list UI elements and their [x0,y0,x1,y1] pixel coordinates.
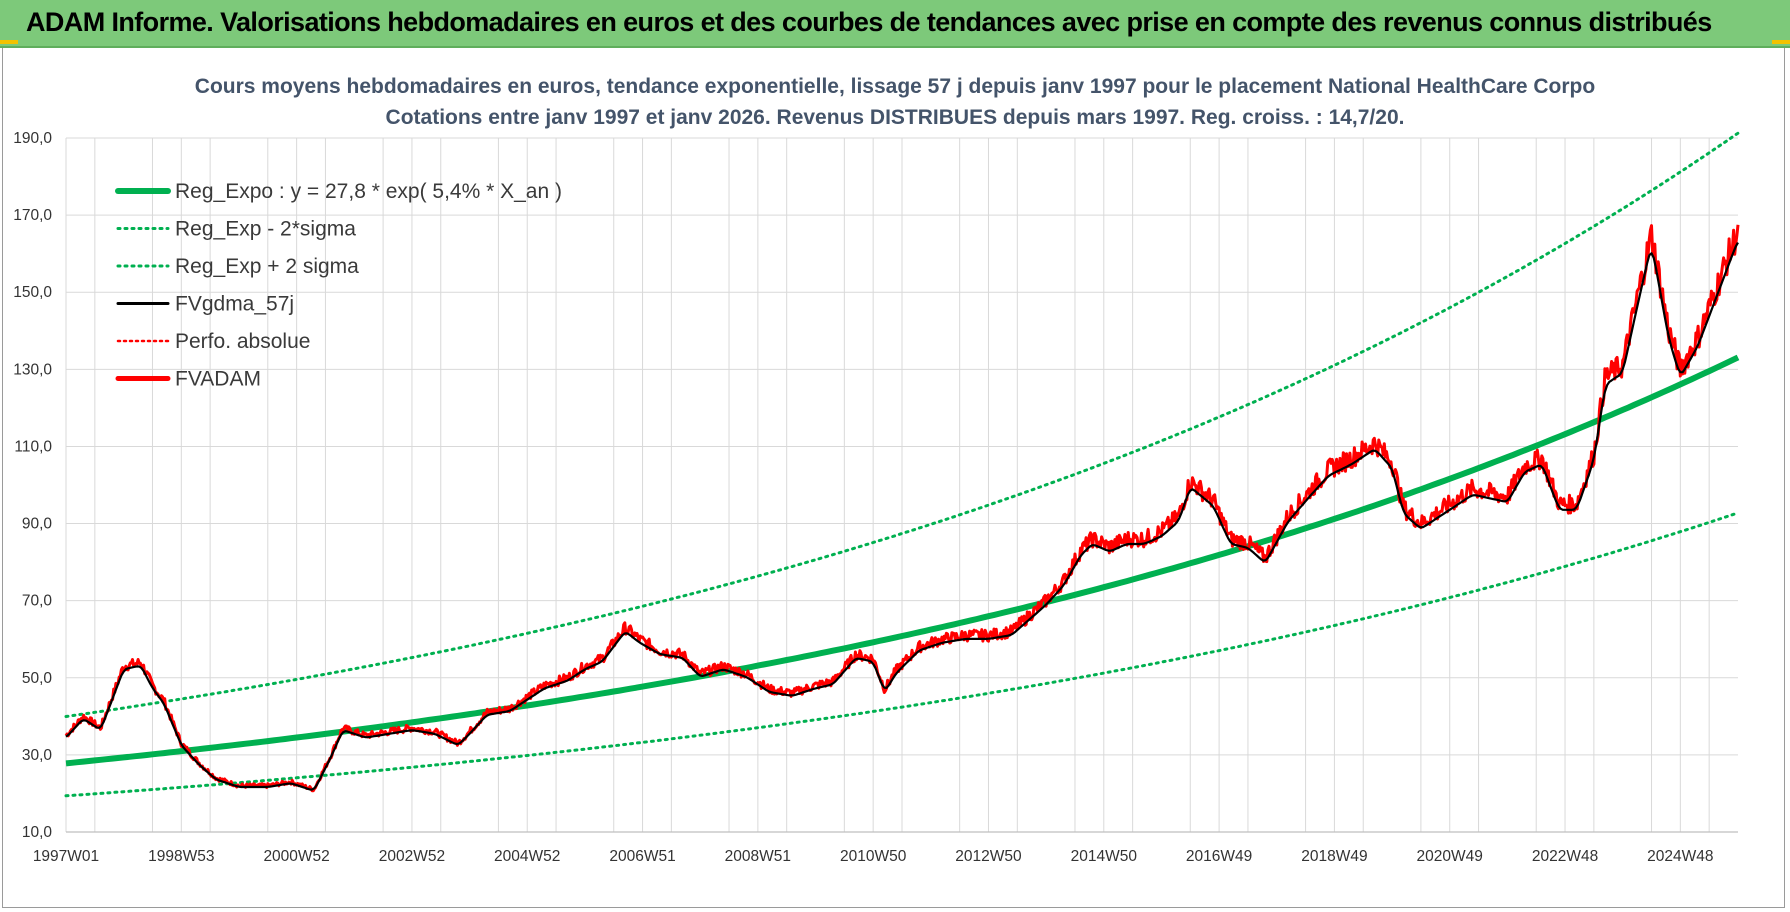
y-tick-label: 110,0 [14,438,52,455]
corner-marker-top-left [0,40,18,44]
series-reg-plus-2sigma [64,131,1740,718]
chart-title-line-1: Cours moyens hebdomadaires en euros, ten… [195,75,1595,98]
x-tick-label: 2020W49 [1417,848,1483,865]
chart-legend: Reg_Expo : y = 27,8 * exp( 5,4% * X_an )… [115,180,562,391]
x-tick-label: 2006W51 [609,848,675,865]
y-tick-label: 70,0 [22,593,53,610]
x-tick-label: 1997W01 [33,848,99,865]
x-tick-label: 1998W53 [148,848,214,865]
y-tick-label: 130,0 [13,361,52,378]
chart-grid [65,137,1738,833]
y-tick-label: 190,0 [13,130,52,147]
x-tick-label: 2008W51 [725,848,791,865]
x-tick-label: 2012W50 [955,848,1022,865]
chart-lines [64,131,1740,798]
y-tick-label: 90,0 [22,516,53,533]
legend-label: Reg_Exp + 2 sigma [175,255,359,278]
chart-frame [2,48,1785,908]
y-axis-ticks: 190,0 170,0 150,0 130,0 110,0 90,0 70,0 50,0 30,… [13,130,52,841]
legend-label: Reg_Exp - 2*sigma [175,218,356,241]
x-tick-label: 2016W49 [1186,848,1252,865]
header-bar: ADAM Informe. Valorisations hebdomadaire… [0,0,1790,48]
x-tick-label: 2024W48 [1647,848,1713,865]
legend-label: Reg_Expo : y = 27,8 * exp( 5,4% * X_an ) [175,180,562,203]
series-fvgdma-57j [65,242,1739,791]
series-reg-minus-2sigma [64,511,1740,798]
legend-label: Perfo. absolue [175,330,310,353]
x-tick-label: 2022W48 [1532,848,1598,865]
corner-marker-top-right [1772,40,1790,44]
header-title: ADAM Informe. Valorisations hebdomadaire… [26,7,1712,37]
x-axis-ticks: 1997W01 1998W53 2000W52 2002W52 2004W52 2006W… [33,848,1714,865]
x-tick-label: 2010W50 [840,848,907,865]
x-tick-label: 2002W52 [379,848,445,865]
y-tick-label: 150,0 [13,284,52,301]
y-tick-label: 30,0 [22,747,53,764]
y-tick-label: 170,0 [13,207,52,224]
x-tick-label: 2014W50 [1071,848,1138,865]
legend-label: FVgdma_57j [175,293,294,316]
chart-title-line-2: Cotations entre janv 1997 et janv 2026. … [386,106,1405,129]
legend-label: FVADAM [175,368,261,391]
y-tick-label: 10,0 [22,824,53,841]
y-tick-label: 50,0 [22,670,53,687]
x-tick-label: 2004W52 [494,848,560,865]
x-tick-label: 2018W49 [1301,848,1367,865]
x-tick-label: 2000W52 [263,848,329,865]
